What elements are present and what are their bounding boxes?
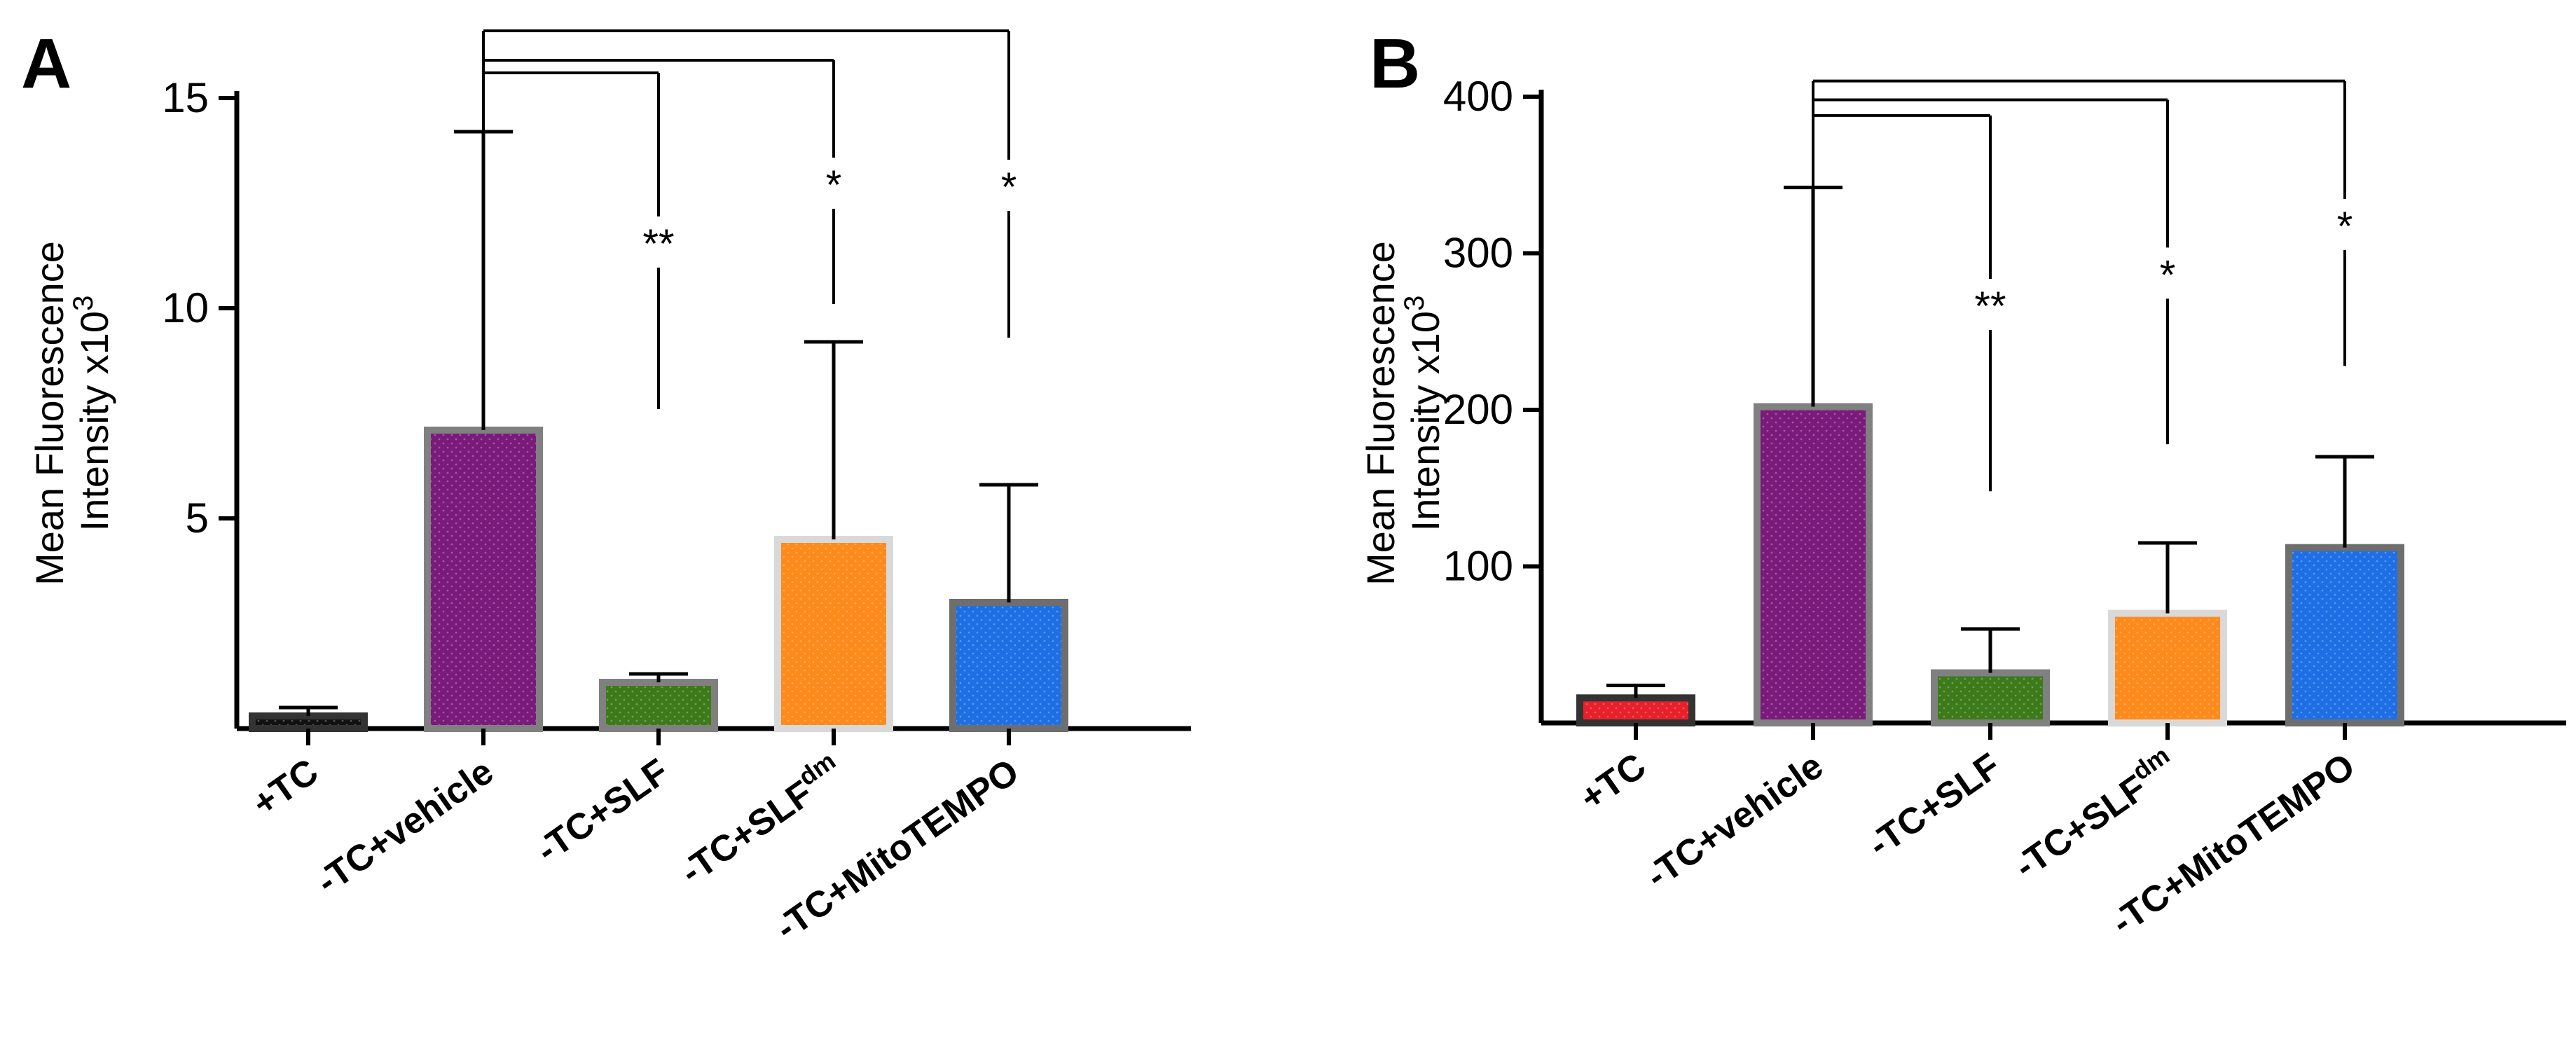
y-tick-label: 300 [1443,230,1513,277]
y-axis-title: Mean Fluorescence Intensity x103 [1358,241,1447,586]
bar[interactable] [249,712,368,732]
bar[interactable] [774,536,893,732]
category-label: -TC+SLF [529,751,676,871]
y-tick-label: 10 [162,284,209,331]
y-axis-title-line1: Mean Fluorescence [1358,241,1403,586]
significance-label: ** [1974,284,2006,329]
bar[interactable] [1754,403,1873,727]
category-label: -TC+vehicle [309,751,501,902]
y-tick-label: 100 [1443,543,1513,590]
significance-label: * [2337,204,2353,249]
significance-label: * [826,163,842,208]
bar[interactable] [1576,694,1695,726]
category-label: -TC+vehicle [1639,745,1831,897]
y-tick-label: 200 [1443,386,1513,433]
y-tick-label: 5 [186,495,209,542]
significance-label: * [1001,165,1017,210]
category-label: -TC+SLFdm [2004,740,2185,887]
bar[interactable] [1931,669,2050,726]
category-label-superscript: dm [2127,740,2175,786]
category-label: -TC+SLFdm [670,746,851,892]
category-label: +TC [1573,745,1653,819]
bar[interactable] [949,599,1068,732]
y-tick-label: 400 [1443,73,1513,120]
category-label: +TC [245,751,326,825]
y-tick-label: 15 [162,74,209,121]
y-axis-title-line2: Intensity x103 [1399,296,1447,532]
category-label-superscript: dm [793,746,841,792]
significance-label: * [2160,252,2176,298]
bar[interactable] [424,427,543,732]
y-axis-title-superscript: 3 [1399,296,1430,311]
bar[interactable] [2285,544,2404,726]
category-label: -TC+SLF [1861,745,2008,865]
y-axis-title-superscript: 3 [68,296,99,311]
y-axis-title-line1: Mean Fluorescence [27,241,71,586]
panel-a: A Mean Fluorescence Intensity x103 5 10 15 +TC… [21,25,1191,949]
bar[interactable] [599,679,718,732]
y-axis-title-line2: Intensity x103 [68,296,116,532]
panel-letter: B [1370,25,1420,103]
bar[interactable] [2108,609,2227,726]
significance-label: ** [642,221,674,267]
panel-letter: A [21,25,71,103]
y-axis-title: Mean Fluorescence Intensity x103 [27,241,116,586]
